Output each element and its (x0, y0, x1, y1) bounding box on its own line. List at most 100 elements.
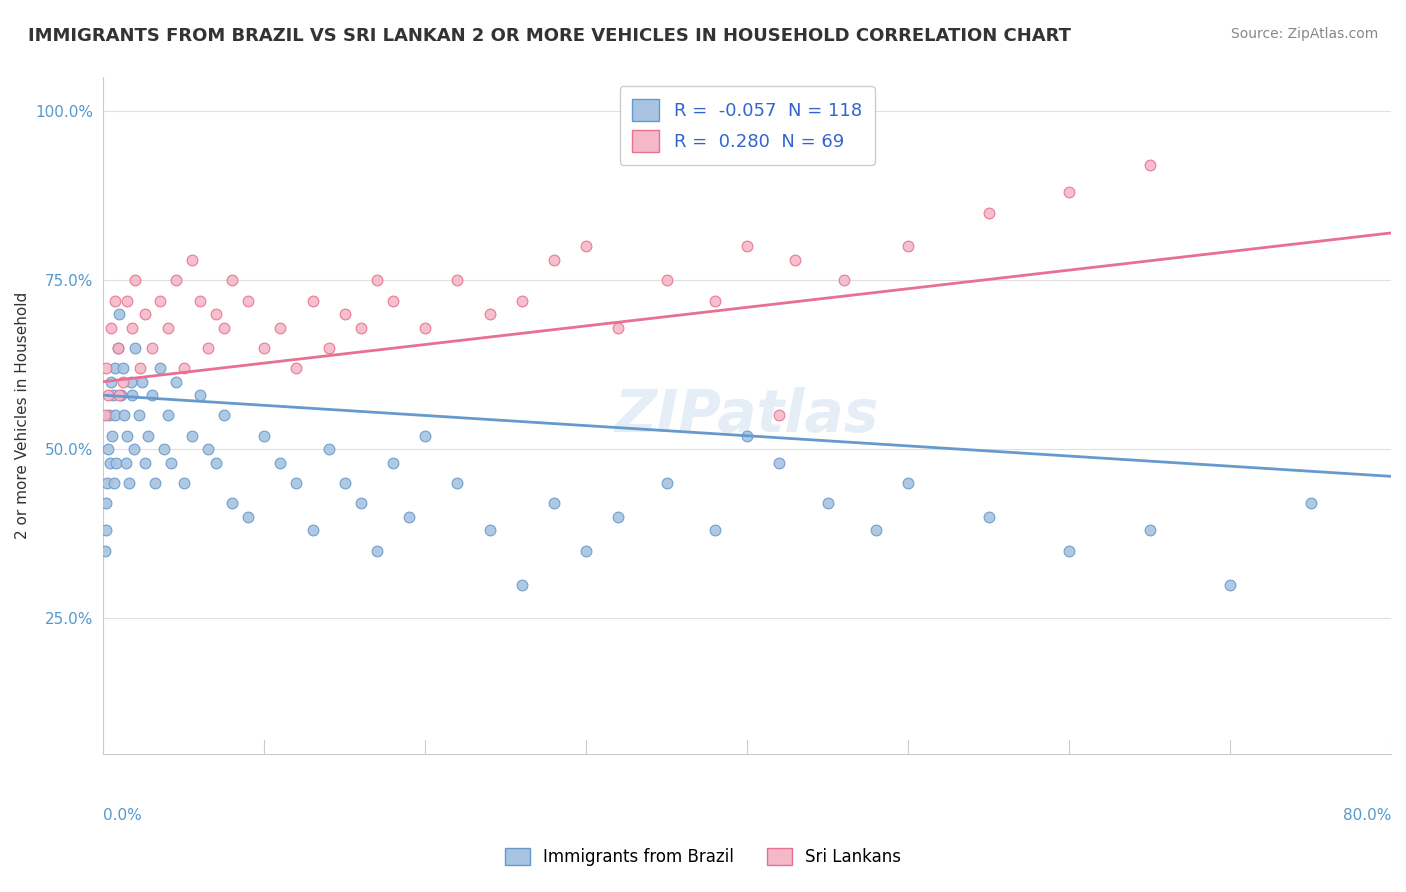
Point (285, 361, 308, 376)
Point (100, 320, 122, 334)
Point (478, 307, 501, 321)
Point (1139, 158, 1161, 172)
Point (94, 496, 117, 510)
Point (1299, 496, 1322, 510)
Point (97, 442, 120, 457)
Point (301, 524, 323, 538)
Point (114, 456, 136, 470)
Point (156, 409, 179, 423)
Point (221, 273, 243, 287)
Point (768, 456, 790, 470)
Point (128, 409, 150, 423)
Point (735, 429, 758, 443)
Point (1057, 543, 1080, 558)
Point (97, 409, 120, 423)
Point (205, 456, 228, 470)
Point (236, 509, 259, 524)
Point (318, 442, 340, 457)
Point (110, 388, 132, 402)
Point (197, 341, 219, 355)
Point (122, 442, 145, 457)
Point (129, 361, 152, 376)
Point (97, 388, 120, 402)
Point (173, 476, 195, 491)
Point (366, 273, 388, 287)
Point (124, 273, 146, 287)
Point (100, 375, 122, 389)
Point (94, 543, 117, 558)
Point (1139, 524, 1161, 538)
Point (94, 409, 117, 423)
Point (655, 476, 678, 491)
Text: 80.0%: 80.0% (1343, 807, 1391, 822)
Point (120, 375, 142, 389)
Point (118, 476, 141, 491)
Point (269, 320, 291, 334)
Point (165, 273, 187, 287)
Point (318, 341, 340, 355)
Text: Source: ZipAtlas.com: Source: ZipAtlas.com (1230, 27, 1378, 41)
Point (350, 496, 373, 510)
Point (134, 456, 156, 470)
Text: IMMIGRANTS FROM BRAZIL VS SRI LANKAN 2 OR MORE VEHICLES IN HOUSEHOLD CORRELATION: IMMIGRANTS FROM BRAZIL VS SRI LANKAN 2 O… (28, 27, 1071, 45)
Point (236, 293, 259, 308)
Point (366, 543, 388, 558)
Point (768, 409, 790, 423)
Point (1057, 186, 1080, 200)
Point (105, 456, 128, 470)
Point (865, 524, 887, 538)
Point (735, 239, 758, 253)
Point (897, 476, 920, 491)
Point (977, 205, 1000, 219)
Point (104, 409, 127, 423)
Point (285, 476, 308, 491)
Point (111, 361, 134, 376)
Point (160, 456, 183, 470)
Point (149, 293, 172, 308)
Point (107, 341, 129, 355)
Point (575, 239, 598, 253)
Point (543, 252, 565, 267)
Text: 0.0%: 0.0% (103, 807, 142, 822)
Legend: R =  -0.057  N = 118, R =  0.280  N = 69: R = -0.057 N = 118, R = 0.280 N = 69 (620, 87, 875, 165)
Point (96, 476, 118, 491)
Point (575, 543, 598, 558)
Point (543, 496, 565, 510)
Point (212, 409, 235, 423)
Y-axis label: 2 or more Vehicles in Household: 2 or more Vehicles in Household (15, 292, 30, 539)
Point (153, 442, 176, 457)
Point (655, 273, 678, 287)
Point (301, 293, 323, 308)
Point (121, 388, 143, 402)
Point (510, 577, 533, 591)
Point (188, 388, 211, 402)
Point (703, 293, 725, 308)
Point (180, 429, 202, 443)
Point (333, 476, 356, 491)
Point (188, 293, 211, 308)
Point (165, 375, 187, 389)
Point (141, 341, 163, 355)
Point (607, 320, 630, 334)
Point (112, 409, 135, 423)
Point (103, 361, 125, 376)
Point (138, 429, 160, 443)
Point (117, 429, 139, 443)
Point (350, 320, 373, 334)
Point (382, 293, 405, 308)
Point (103, 476, 125, 491)
Point (382, 456, 405, 470)
Point (103, 293, 125, 308)
Point (108, 307, 131, 321)
Point (121, 320, 143, 334)
Point (253, 341, 276, 355)
Point (101, 388, 124, 402)
Text: ZIPatlas: ZIPatlas (614, 387, 879, 444)
Point (180, 252, 202, 267)
Point (413, 320, 436, 334)
Point (96, 524, 118, 538)
Point (446, 273, 468, 287)
Point (832, 273, 855, 287)
Point (108, 388, 131, 402)
Point (101, 429, 124, 443)
